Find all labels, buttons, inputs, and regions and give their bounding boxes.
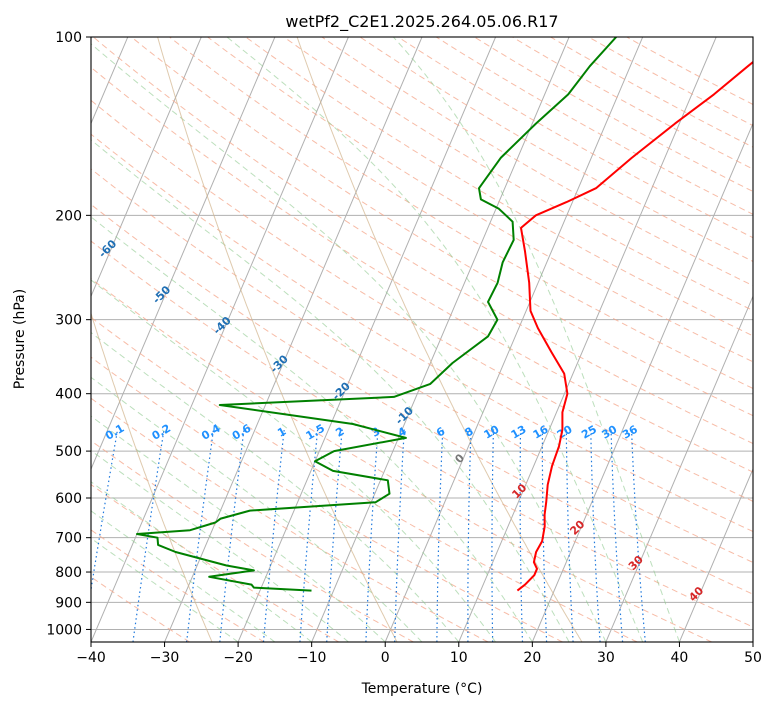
y-tick-label: 100 bbox=[55, 30, 82, 46]
dry-adiabat bbox=[91, 529, 265, 642]
dry-adiabat bbox=[91, 483, 340, 642]
dry-adiabat bbox=[321, 37, 753, 287]
mixing-ratio-line bbox=[365, 429, 379, 642]
dry-adiabat bbox=[91, 316, 638, 642]
dewpoint-profile bbox=[136, 37, 617, 592]
dry-adiabat bbox=[91, 99, 753, 502]
dry-adiabat bbox=[131, 37, 753, 417]
mixing-ratio-line bbox=[219, 429, 245, 642]
x-tick-label: 30 bbox=[597, 650, 615, 666]
moist-adiabat bbox=[91, 331, 460, 642]
isotherm-line bbox=[458, 37, 717, 642]
moist-adiabat bbox=[91, 481, 312, 642]
saturation-curve bbox=[157, 37, 398, 642]
y-tick-label: 400 bbox=[55, 387, 82, 403]
y-tick-label: 300 bbox=[55, 313, 82, 329]
x-tick-label: 10 bbox=[450, 650, 468, 666]
moist-adiabat bbox=[91, 279, 496, 642]
saturation-curve bbox=[91, 311, 213, 642]
dry-adiabat bbox=[91, 240, 753, 628]
mixing-ratio-line bbox=[132, 429, 165, 642]
x-tick-label: −20 bbox=[223, 650, 253, 666]
moist-adiabat bbox=[91, 43, 607, 642]
moist-adiabat bbox=[91, 139, 570, 642]
mixing-ratio-line bbox=[467, 429, 472, 642]
x-tick-label: −30 bbox=[150, 650, 180, 666]
x-tick-label: 0 bbox=[381, 650, 390, 666]
y-tick-label: 600 bbox=[55, 491, 82, 507]
isotherm-line bbox=[164, 37, 423, 642]
dry-adiabat bbox=[91, 168, 753, 563]
isotherm-line bbox=[678, 467, 753, 642]
isotherm-line bbox=[237, 37, 497, 642]
isotherm-line bbox=[91, 37, 202, 298]
x-tick-label: 40 bbox=[671, 650, 689, 666]
isotherm-line bbox=[531, 122, 753, 642]
saturation-curve bbox=[296, 37, 583, 642]
mixing-ratio-line bbox=[630, 429, 646, 642]
mixing-ratio-line bbox=[590, 429, 601, 642]
isotherm-line bbox=[91, 37, 276, 471]
isotherm-line bbox=[605, 294, 753, 642]
mixing-ratio-line bbox=[91, 429, 119, 594]
mixing-ratio-line bbox=[436, 429, 444, 642]
y-tick-label: 700 bbox=[55, 531, 82, 547]
mixing-ratio-line bbox=[519, 429, 524, 642]
x-tick-label: 20 bbox=[523, 650, 541, 666]
y-tick-label: 200 bbox=[55, 208, 82, 224]
temperature-profile bbox=[516, 60, 753, 592]
y-tick-label: 500 bbox=[55, 444, 82, 460]
isotherm-line bbox=[384, 37, 644, 642]
chart-title: wetPf2_C2E1.2025.264.05.06.R17 bbox=[285, 12, 558, 32]
mixing-ratio-line bbox=[541, 429, 548, 642]
y-tick-label: 800 bbox=[55, 565, 82, 581]
plot-frame bbox=[90, 36, 754, 643]
x-tick-label: −10 bbox=[297, 650, 327, 666]
dry-adiabat bbox=[283, 37, 753, 312]
dry-adiabat bbox=[91, 133, 753, 533]
mixing-ratio-line bbox=[491, 429, 495, 642]
moist-adiabat bbox=[91, 216, 533, 642]
dry-adiabat bbox=[91, 278, 713, 642]
mixing-ratio-line bbox=[262, 429, 285, 642]
y-axis-label: Pressure (hPa) bbox=[12, 289, 28, 389]
y-tick-label: 1000 bbox=[46, 622, 82, 638]
mixing-ratio-line bbox=[326, 429, 343, 642]
moist-adiabat bbox=[91, 415, 386, 642]
moist-adiabat bbox=[91, 537, 239, 642]
moist-adiabat bbox=[226, 37, 644, 642]
x-axis-label: Temperature (°C) bbox=[361, 681, 483, 697]
mixing-ratio-line bbox=[299, 429, 319, 642]
moist-adiabat bbox=[91, 510, 276, 642]
y-tick-label: 900 bbox=[55, 595, 82, 611]
x-tick-label: 50 bbox=[744, 650, 762, 666]
mixing-ratio-line bbox=[610, 429, 624, 642]
dry-adiabat bbox=[91, 203, 753, 595]
x-tick-label: −40 bbox=[76, 650, 106, 666]
moist-adiabat bbox=[393, 37, 680, 642]
dry-adiabat bbox=[91, 356, 563, 642]
mixing-ratio-line bbox=[394, 429, 405, 642]
mixing-ratio-line bbox=[565, 429, 574, 642]
